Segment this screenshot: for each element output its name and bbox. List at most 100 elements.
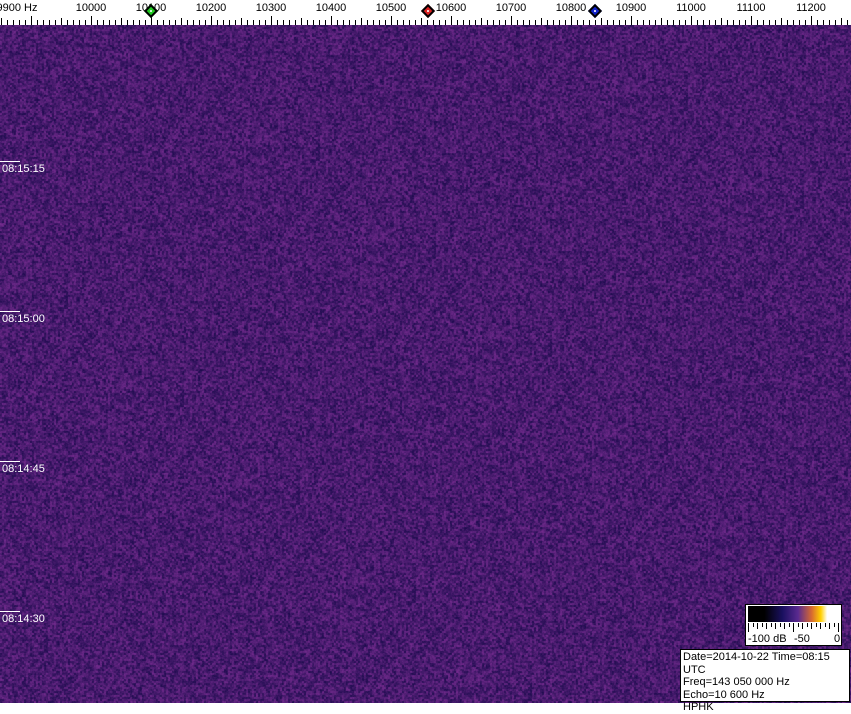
scale-tick xyxy=(205,20,206,25)
time-tick xyxy=(0,311,20,312)
scale-tick xyxy=(421,18,422,25)
scale-tick xyxy=(835,20,836,25)
scale-tick xyxy=(445,20,446,25)
colorbar-tick xyxy=(833,623,835,627)
colorbar-tick xyxy=(829,623,830,629)
scale-tick xyxy=(7,20,8,25)
scale-tick xyxy=(181,18,182,25)
time-tick xyxy=(0,461,20,462)
colorbar-tick xyxy=(838,623,839,632)
scale-tick xyxy=(295,20,296,25)
scale-tick xyxy=(229,20,230,25)
scale-tick xyxy=(331,16,332,25)
scale-tick xyxy=(637,20,638,25)
scale-tick xyxy=(1,18,2,25)
scale-tick xyxy=(157,20,158,25)
red-marker-icon[interactable] xyxy=(421,3,436,19)
scale-tick xyxy=(343,20,344,25)
scale-tick xyxy=(739,20,740,25)
scale-tick xyxy=(475,20,476,25)
scale-tick xyxy=(361,18,362,25)
scale-tick xyxy=(415,20,416,25)
scale-tick xyxy=(733,20,734,25)
scale-tick xyxy=(493,20,494,25)
scale-tick xyxy=(505,20,506,25)
scale-tick xyxy=(49,20,50,25)
scale-tick xyxy=(661,18,662,25)
scale-tick xyxy=(547,20,548,25)
frequency-label: 9900 Hz xyxy=(0,2,38,14)
scale-tick xyxy=(745,20,746,25)
colorbar-tick xyxy=(784,623,785,629)
frequency-label: 10000 xyxy=(75,2,107,14)
scale-tick xyxy=(631,16,632,25)
scale-tick xyxy=(805,20,806,25)
scale-tick xyxy=(751,16,752,25)
scale-tick xyxy=(697,20,698,25)
scale-tick xyxy=(427,20,428,25)
scale-tick xyxy=(403,20,404,25)
scale-tick xyxy=(61,18,62,25)
scale-tick xyxy=(73,20,74,25)
scale-tick xyxy=(133,20,134,25)
frequency-label: 11000 xyxy=(676,2,706,14)
scale-tick xyxy=(349,20,350,25)
scale-tick xyxy=(691,16,692,25)
scale-tick xyxy=(79,20,80,25)
scale-tick xyxy=(775,20,776,25)
scale-tick xyxy=(223,20,224,25)
scale-tick xyxy=(325,20,326,25)
colorbar-tick xyxy=(788,623,790,627)
scale-tick xyxy=(787,20,788,25)
scale-tick xyxy=(673,20,674,25)
colorbar-label-max: 0 xyxy=(834,633,841,645)
scale-tick xyxy=(283,20,284,25)
info-box: Date=2014-10-22 Time=08:15 UTC Freq=143 … xyxy=(680,649,850,713)
scale-tick xyxy=(97,20,98,25)
scale-tick xyxy=(487,20,488,25)
colorbar-label-min: -100 dB xyxy=(748,633,787,645)
colorbar-tick xyxy=(775,623,776,629)
scale-tick xyxy=(517,20,518,25)
frequency-label: 10800 xyxy=(555,2,587,14)
frequency-label: 10200 xyxy=(195,2,227,14)
scale-tick xyxy=(541,18,542,25)
scale-tick xyxy=(601,18,602,25)
scale-tick xyxy=(715,20,716,25)
scale-tick xyxy=(433,20,434,25)
scale-tick xyxy=(613,20,614,25)
scale-tick xyxy=(109,20,110,25)
time-label: 08:14:30 xyxy=(2,613,45,625)
info-date-time: Date=2014-10-22 Time=08:15 UTC xyxy=(683,651,830,676)
scale-tick xyxy=(13,20,14,25)
scale-tick xyxy=(511,16,512,25)
colorbar-tick xyxy=(757,623,758,629)
colorbar-tick xyxy=(770,623,772,627)
scale-tick xyxy=(139,20,140,25)
scale-tick xyxy=(253,20,254,25)
scale-tick xyxy=(391,16,392,25)
scale-tick xyxy=(271,16,272,25)
scale-tick xyxy=(619,20,620,25)
scale-tick xyxy=(31,16,32,25)
scale-tick xyxy=(289,20,290,25)
scale-tick xyxy=(481,18,482,25)
scale-tick xyxy=(277,20,278,25)
colorbar-tick xyxy=(797,623,799,627)
colorbar-tick xyxy=(779,623,781,627)
time-tick xyxy=(0,611,20,612)
scale-tick xyxy=(121,18,122,25)
blue-marker-icon[interactable] xyxy=(587,3,603,19)
scale-tick xyxy=(85,20,86,25)
scale-tick xyxy=(103,20,104,25)
scale-tick xyxy=(727,20,728,25)
scale-tick xyxy=(499,20,500,25)
colorbar: -100 dB -50 0 xyxy=(745,604,842,646)
info-echo: Echo=10 600 Hz xyxy=(683,688,765,701)
scale-tick xyxy=(397,20,398,25)
scale-tick xyxy=(595,20,596,25)
waterfall-spectrogram xyxy=(0,25,851,703)
scale-tick xyxy=(247,20,248,25)
frequency-label: 10900 xyxy=(615,2,647,14)
scale-tick xyxy=(91,16,92,25)
